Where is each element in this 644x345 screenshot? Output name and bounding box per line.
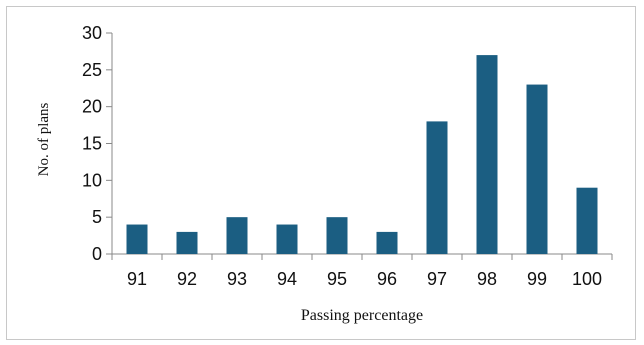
- bar-100: [576, 187, 598, 254]
- x-tick-label: 100: [572, 269, 602, 289]
- y-tick-label: 15: [82, 134, 102, 154]
- bars: [126, 55, 598, 255]
- bar-95: [326, 217, 348, 254]
- y-tick-label: 20: [82, 97, 102, 117]
- x-tick-label: 92: [177, 269, 197, 289]
- bar-92: [176, 231, 198, 254]
- bar-97: [426, 121, 448, 255]
- y-tick-label: 30: [82, 23, 102, 43]
- x-tick-label: 96: [377, 269, 397, 289]
- bar-98: [476, 55, 498, 254]
- y-axis-label: No. of plans: [36, 102, 52, 176]
- bar-99: [526, 84, 548, 254]
- x-tick-label: 99: [527, 269, 547, 289]
- x-tick-label: 94: [277, 269, 297, 289]
- bar-93: [226, 217, 248, 254]
- x-tick-label: 93: [227, 269, 247, 289]
- bar-91: [126, 224, 148, 254]
- x-tick-label: 98: [477, 269, 497, 289]
- x-tick-label: 91: [127, 269, 147, 289]
- y-tick-label: 10: [82, 170, 102, 190]
- bar-94: [276, 224, 298, 254]
- x-axis: 91 92 93 94 95 96 97 98 99 100: [111, 253, 613, 289]
- x-tick-label: 95: [327, 269, 347, 289]
- y-tick-label: 5: [92, 207, 102, 227]
- bar-96: [376, 231, 398, 254]
- y-tick-label: 0: [92, 244, 102, 264]
- x-tick-label: 97: [427, 269, 447, 289]
- x-axis-label: Passing percentage: [301, 307, 423, 324]
- y-tick-label: 25: [82, 60, 102, 80]
- y-axis: 0 5 10 15 20 25 30: [82, 23, 113, 264]
